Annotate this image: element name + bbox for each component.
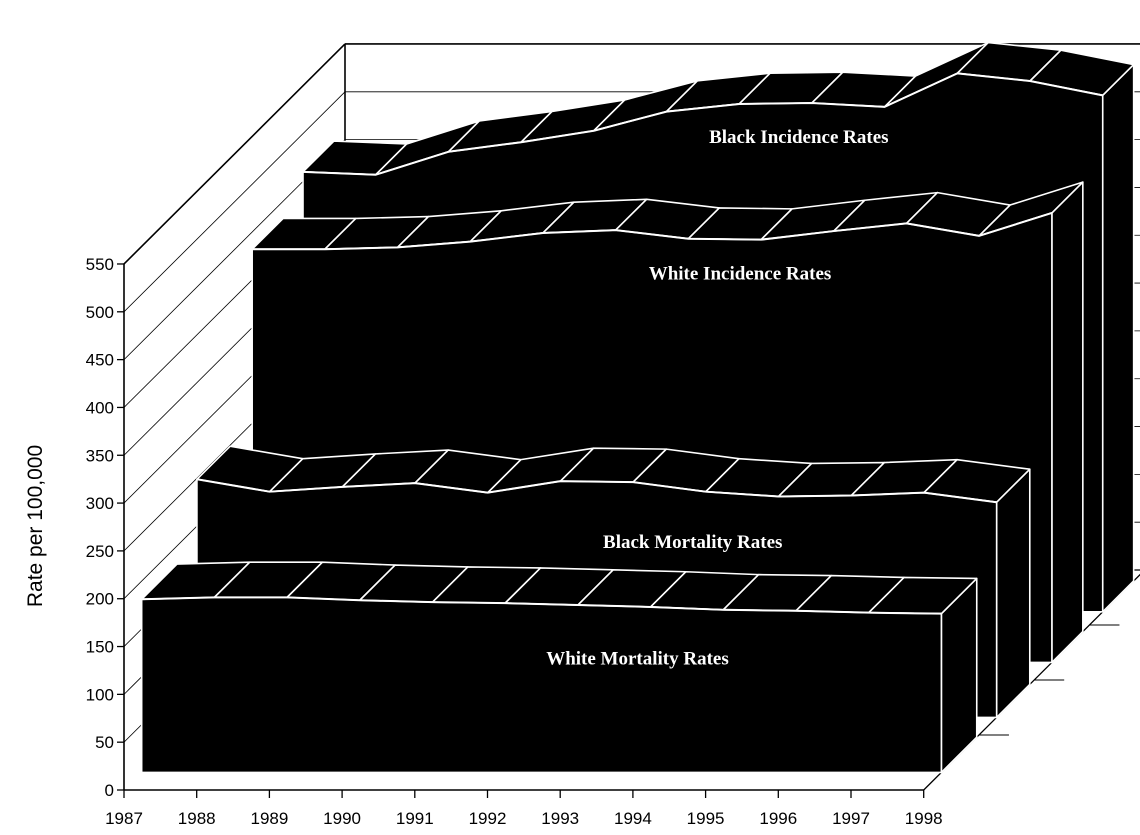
y-tick-label: 250 xyxy=(86,542,114,561)
x-tick-label: 1996 xyxy=(759,809,797,828)
series-label: White Mortality Rates xyxy=(546,649,729,670)
x-tick-label: 1987 xyxy=(105,809,143,828)
x-tick-label: 1995 xyxy=(687,809,725,828)
y-tick-label: 200 xyxy=(86,590,114,609)
y-tick-label: 550 xyxy=(86,255,114,274)
y-tick-label: 450 xyxy=(86,351,114,370)
ribbon-front xyxy=(140,596,943,774)
x-tick-label: 1990 xyxy=(323,809,361,828)
y-tick-label: 350 xyxy=(86,446,114,465)
y-tick-label: 0 xyxy=(105,781,114,800)
x-tick-label: 1992 xyxy=(469,809,507,828)
x-tick-label: 1998 xyxy=(905,809,943,828)
series-line xyxy=(141,596,942,615)
series-label: White Incidence Rates xyxy=(649,263,832,284)
ribbon-side xyxy=(1101,63,1135,613)
series-layer: Black Incidence Rates White Incidence Rat… xyxy=(140,41,1135,774)
y-axis-title: Rate per 100,000 xyxy=(24,445,47,607)
y-tick-label: 400 xyxy=(86,398,114,417)
y-tick-label: 100 xyxy=(86,685,114,704)
y-tick-label: 50 xyxy=(95,733,114,752)
x-tick-label: 1993 xyxy=(541,809,579,828)
x-tick-label: 1989 xyxy=(250,809,288,828)
y-tick-label: 500 xyxy=(86,303,114,322)
side-gridline xyxy=(123,43,346,265)
x-tick-label: 1991 xyxy=(396,809,434,828)
x-tick-label: 1988 xyxy=(178,809,216,828)
axis-layer: 0 50 100 150 200 250 300 350 400 450 500 550 1987 198… xyxy=(86,255,943,828)
y-tick-label: 300 xyxy=(86,494,114,513)
series-line xyxy=(196,478,997,504)
x-tick-label: 1997 xyxy=(832,809,870,828)
side-gridline xyxy=(123,91,346,313)
series-ribbon: White Mortality Rates xyxy=(140,561,978,774)
series-label: Black Mortality Rates xyxy=(603,532,782,553)
y-tick-label: 150 xyxy=(86,638,114,657)
x-tick-label: 1994 xyxy=(614,809,652,828)
series-line xyxy=(252,211,1053,251)
series-line xyxy=(302,72,1103,176)
ribbon-side xyxy=(1051,181,1084,664)
ribbon-side xyxy=(995,468,1031,719)
series-label: Black Incidence Rates xyxy=(709,127,888,148)
